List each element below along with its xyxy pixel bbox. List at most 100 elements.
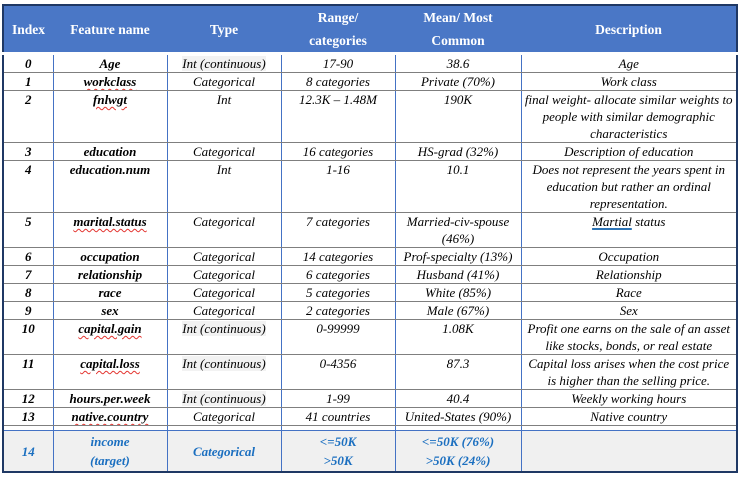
cell-index: 2 bbox=[2, 90, 54, 143]
cell-index: 6 bbox=[2, 247, 54, 266]
cell-description: Native country bbox=[520, 407, 738, 426]
cell-range: 12.3K – 1.48M bbox=[280, 90, 396, 143]
feature-name-text: occupation bbox=[80, 249, 140, 264]
description-text: status bbox=[631, 214, 666, 229]
column-header-5: Description bbox=[521, 5, 737, 55]
cell-feature: fnlwgt bbox=[52, 90, 168, 143]
cell-description: final weight- allocate similar weights t… bbox=[520, 90, 738, 143]
cell-mean: 190K bbox=[394, 90, 522, 143]
type-text: Categorical bbox=[192, 409, 256, 424]
cell-description: Weekly working hours bbox=[520, 389, 738, 408]
table-row-feature-6: 6 occupation Categorical 14 categories Prof-… bbox=[2, 247, 738, 266]
cell-feature: workclass bbox=[52, 72, 168, 91]
table-row-feature-10: 10 capital.gain Int (continuous) 0-99999 1.0… bbox=[2, 319, 738, 355]
table-row-feature-3: 3 education Categorical 16 categories HS-gra… bbox=[2, 142, 738, 161]
cell-index: 13 bbox=[2, 407, 54, 426]
column-header-4: Mean/ Most Common bbox=[395, 5, 521, 55]
cell-index: 14 bbox=[2, 430, 54, 472]
cell-description: Relationship bbox=[520, 265, 738, 284]
type-text: Categorical bbox=[192, 267, 256, 282]
cell-range: 1-99 bbox=[280, 389, 396, 408]
type-text: Categorical bbox=[192, 214, 256, 229]
feature-name-text: capital.loss bbox=[80, 356, 140, 371]
type-text: Int bbox=[216, 162, 232, 177]
table-row-feature-11: 11 capital.loss Int (continuous) 0-4356 87.3… bbox=[2, 354, 738, 390]
table-row-feature-2: 2 fnlwgt Int 12.3K – 1.48M 190K final weight-… bbox=[2, 90, 738, 143]
cell-mean: Prof-specialty (13%) bbox=[394, 247, 522, 266]
table-row-feature-7: 7 relationship Categorical 6 categories Husb… bbox=[2, 265, 738, 284]
cell-type: Int bbox=[166, 90, 282, 143]
cell-type: Categorical bbox=[166, 265, 282, 284]
cell-description: Age bbox=[520, 53, 738, 73]
cell-description: Description of education bbox=[520, 142, 738, 161]
cell-feature: income (target) bbox=[52, 430, 168, 472]
cell-feature: relationship bbox=[52, 265, 168, 284]
feature-name-text: race bbox=[98, 285, 122, 300]
type-text: Categorical bbox=[192, 74, 256, 89]
cell-type: Categorical bbox=[166, 301, 282, 320]
cell-index: 12 bbox=[2, 389, 54, 408]
type-text: Categorical bbox=[192, 303, 256, 318]
cell-type: Int (continuous) bbox=[166, 53, 282, 73]
cell-description: Race bbox=[520, 283, 738, 302]
table-row-feature-13: 13 native.country Categorical 41 countries U… bbox=[2, 407, 738, 426]
cell-type: Categorical bbox=[166, 72, 282, 91]
cell-feature: Age bbox=[52, 53, 168, 73]
cell-description: Profit one earns on the sale of an asset… bbox=[520, 319, 738, 355]
cell-type: Categorical bbox=[166, 430, 282, 472]
cell-feature: occupation bbox=[52, 247, 168, 266]
cell-mean: Married-civ-spouse (46%) bbox=[394, 212, 522, 248]
column-header-2: Type bbox=[167, 5, 281, 55]
cell-feature: marital.status bbox=[52, 212, 168, 248]
table-row-feature-8: 8 race Categorical 5 categories White (85%) R… bbox=[2, 283, 738, 302]
table-row-target-income: 14 income (target) Categorical <=50K >50K <=… bbox=[2, 430, 738, 472]
feature-name-text: income (target) bbox=[90, 434, 130, 468]
cell-range: 0-99999 bbox=[280, 319, 396, 355]
cell-range: <=50K >50K bbox=[280, 430, 396, 472]
feature-name-text: workclass bbox=[83, 74, 137, 89]
cell-feature: education bbox=[52, 142, 168, 161]
type-text: Int (continuous) bbox=[182, 56, 266, 71]
cell-type: Categorical bbox=[166, 247, 282, 266]
feature-name-text: education bbox=[83, 144, 137, 159]
cell-index: 10 bbox=[2, 319, 54, 355]
cell-description: Work class bbox=[520, 72, 738, 91]
cell-mean: <=50K (76%) >50K (24%) bbox=[394, 430, 522, 472]
cell-index: 0 bbox=[2, 53, 54, 73]
cell-type: Int (continuous) bbox=[166, 319, 282, 355]
cell-mean: 87.3 bbox=[394, 354, 522, 390]
cell-range: 2 categories bbox=[280, 301, 396, 320]
cell-range: 0-4356 bbox=[280, 354, 396, 390]
cell-range: 5 categories bbox=[280, 283, 396, 302]
cell-description: Martial status bbox=[520, 212, 738, 248]
cell-type: Categorical bbox=[166, 212, 282, 248]
table-row-feature-12: 12 hours.per.week Int (continuous) 1-99 40.4… bbox=[2, 389, 738, 408]
table-row-feature-4: 4 education.num Int 1-16 10.1 Does not repres… bbox=[2, 160, 738, 213]
type-text: Categorical bbox=[192, 144, 256, 159]
table-row-feature-0: 0 Age Int (continuous) 17-90 38.6 Age bbox=[2, 53, 738, 73]
cell-mean: HS-grad (32%) bbox=[394, 142, 522, 161]
cell-feature: education.num bbox=[52, 160, 168, 213]
cell-feature: native.country bbox=[52, 407, 168, 426]
cell-type: Int bbox=[166, 160, 282, 213]
table-body: 0 Age Int (continuous) 17-90 38.6 Age 1 workcla… bbox=[2, 53, 738, 472]
header-row: Index Feature name Type Range/ categories Me… bbox=[3, 5, 737, 55]
table-row-feature-5: 5 marital.status Categorical 7 categories Ma… bbox=[2, 212, 738, 248]
type-text: Categorical bbox=[192, 285, 256, 300]
feature-description-table: Index Feature name Type Range/ categories Me… bbox=[2, 4, 738, 473]
type-text: Int (continuous) bbox=[182, 391, 266, 406]
cell-description: Occupation bbox=[520, 247, 738, 266]
cell-range: 8 categories bbox=[280, 72, 396, 91]
feature-name-text: Age bbox=[99, 56, 121, 71]
cell-mean: Husband (41%) bbox=[394, 265, 522, 284]
cell-type: Int (continuous) bbox=[166, 389, 282, 408]
document-page: Index Feature name Type Range/ categories Me… bbox=[2, 4, 738, 473]
cell-range: 14 categories bbox=[280, 247, 396, 266]
type-text: Categorical bbox=[192, 443, 256, 459]
cell-mean: 38.6 bbox=[394, 53, 522, 73]
table-row-feature-9: 9 sex Categorical 2 categories Male (67%) Sex bbox=[2, 301, 738, 320]
feature-name-text: marital.status bbox=[73, 214, 147, 229]
feature-name-text: sex bbox=[101, 303, 119, 318]
cell-feature: capital.gain bbox=[52, 319, 168, 355]
column-header-0: Index bbox=[3, 5, 53, 55]
